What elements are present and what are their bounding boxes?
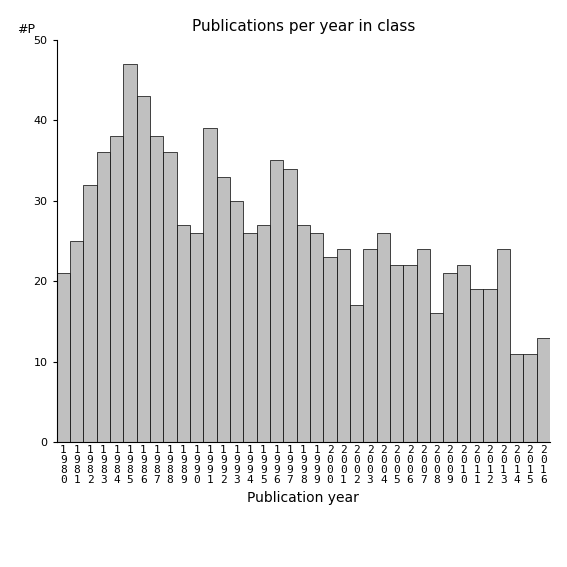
Bar <box>110 136 124 442</box>
Bar <box>430 314 443 442</box>
Bar <box>363 249 376 442</box>
Bar <box>270 160 284 442</box>
Text: #P: #P <box>17 23 35 36</box>
Bar <box>217 176 230 442</box>
Bar <box>337 249 350 442</box>
X-axis label: Publication year: Publication year <box>247 490 359 505</box>
Bar <box>230 201 243 442</box>
Bar <box>403 265 417 442</box>
Bar <box>83 185 97 442</box>
Bar <box>456 265 470 442</box>
Bar <box>523 354 536 442</box>
Bar <box>470 289 483 442</box>
Bar <box>443 273 456 442</box>
Bar <box>390 265 403 442</box>
Bar <box>190 233 204 442</box>
Bar <box>417 249 430 442</box>
Bar <box>257 225 270 442</box>
Bar <box>124 64 137 442</box>
Bar <box>350 306 363 442</box>
Bar <box>323 257 337 442</box>
Bar <box>97 153 110 442</box>
Bar <box>204 128 217 442</box>
Bar <box>137 96 150 442</box>
Bar <box>483 289 497 442</box>
Bar <box>310 233 323 442</box>
Bar <box>284 168 297 442</box>
Bar <box>510 354 523 442</box>
Title: Publications per year in class: Publications per year in class <box>192 19 415 35</box>
Bar <box>376 233 390 442</box>
Bar <box>297 225 310 442</box>
Bar <box>163 153 177 442</box>
Bar <box>57 273 70 442</box>
Bar <box>536 337 550 442</box>
Bar <box>243 233 257 442</box>
Bar <box>70 241 83 442</box>
Bar <box>150 136 163 442</box>
Bar <box>497 249 510 442</box>
Bar <box>177 225 190 442</box>
